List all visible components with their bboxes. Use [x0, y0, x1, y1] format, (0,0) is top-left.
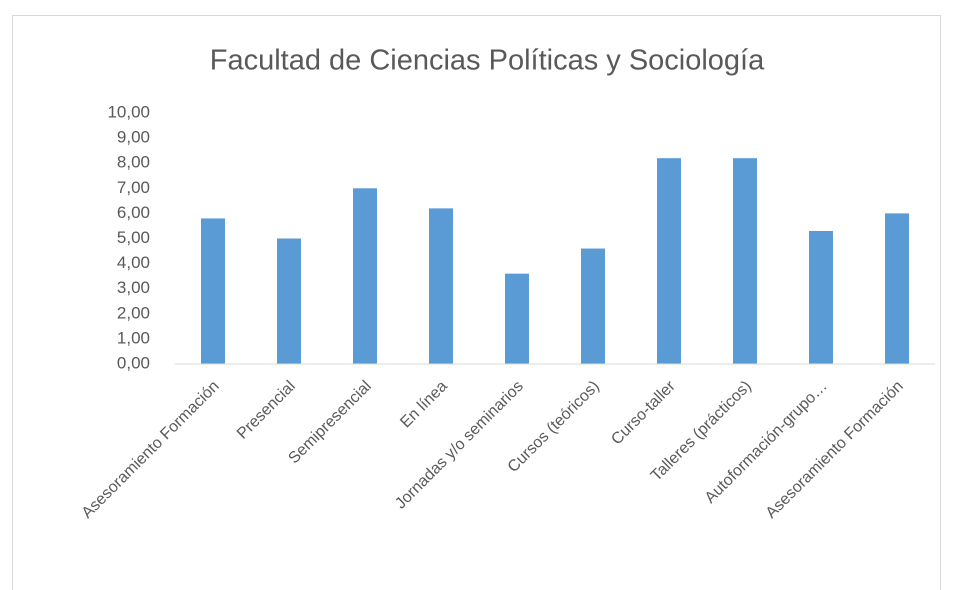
y-tick-label: 3,00 [117, 278, 150, 297]
bar [201, 218, 225, 364]
chart-title: Facultad de Ciencias Políticas y Sociolo… [210, 45, 765, 77]
bar [885, 213, 909, 364]
bar [429, 208, 453, 364]
chart-border [12, 15, 941, 590]
y-tick-label: 1,00 [117, 328, 150, 347]
bar [581, 248, 605, 364]
y-tick-label: 7,00 [117, 178, 150, 197]
y-tick-label: 9,00 [117, 128, 150, 147]
y-tick-label: 2,00 [117, 303, 150, 322]
y-tick-label: 10,00 [107, 102, 150, 121]
bar [277, 238, 301, 364]
bar [733, 158, 757, 364]
bar [353, 188, 377, 364]
bar [657, 158, 681, 364]
y-tick-label: 4,00 [117, 253, 150, 272]
bar [809, 230, 833, 364]
y-tick-label: 5,00 [117, 228, 150, 247]
y-tick-label: 6,00 [117, 203, 150, 222]
y-tick-label: 0,00 [117, 353, 150, 372]
y-tick-label: 8,00 [117, 153, 150, 172]
bar [505, 273, 529, 364]
